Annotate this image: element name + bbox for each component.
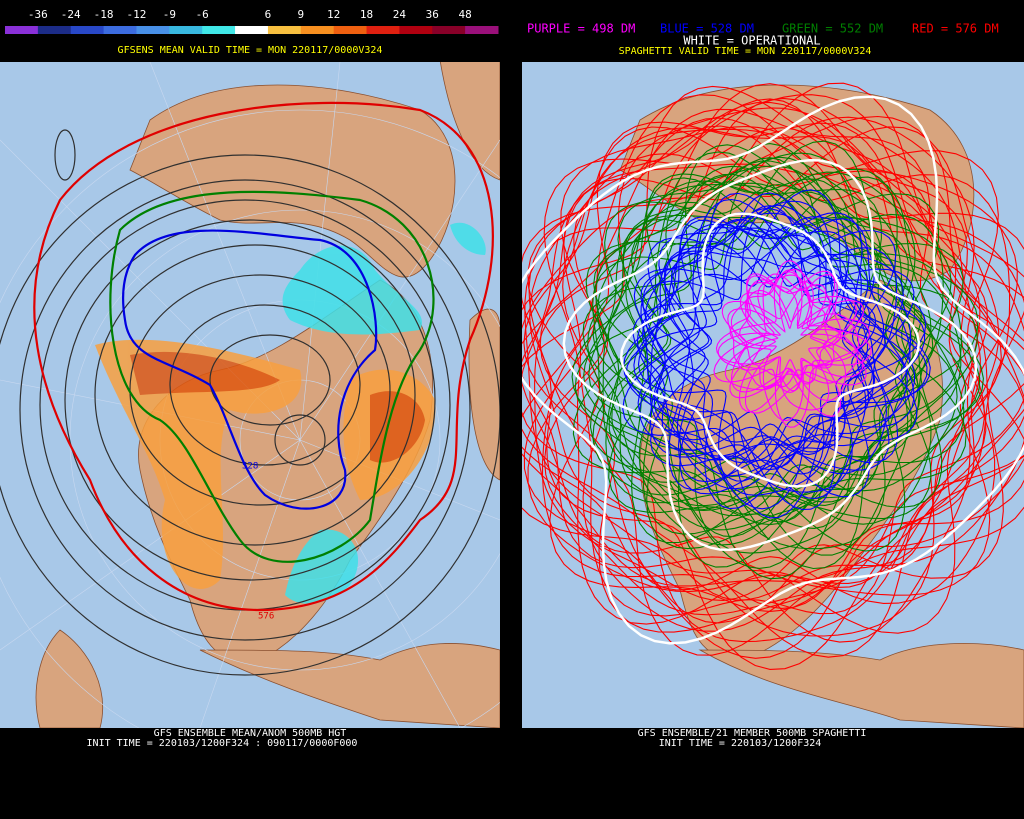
spaghetti [522, 82, 1024, 670]
spaghetti-line [522, 150, 999, 643]
valid-time: GFSENS MEAN VALID TIME = MON 220117/0000… [118, 45, 383, 56]
colorbar-swatch [5, 26, 39, 34]
spaghetti-line [582, 152, 932, 520]
spaghetti-line [522, 82, 981, 643]
colorbar-label: 12 [327, 8, 340, 21]
colorbar-label: -18 [94, 8, 114, 21]
contour-label: 576 [258, 612, 274, 622]
colorbar-swatch [70, 26, 105, 34]
spaghetti-line [527, 117, 1024, 632]
colorbar-label: -6 [196, 8, 209, 21]
footer-title: GFS ENSEMBLE MEAN/ANOM 500MB HGT [154, 728, 347, 739]
colorbar-swatch [432, 26, 466, 34]
operational-line [619, 212, 921, 488]
colorbar-label: 18 [360, 8, 373, 21]
colorbar-swatch [103, 26, 137, 34]
right-map [522, 62, 1024, 728]
anomaly-shading [95, 222, 486, 604]
spaghetti-line [730, 273, 864, 393]
spaghetti-line [653, 227, 931, 477]
spaghetti-line [637, 229, 897, 496]
contour-552 [109, 190, 435, 563]
colorbar-label: 48 [459, 8, 472, 21]
footer-init: INIT TIME = 220103/1200F324 : 090117/000… [87, 738, 358, 749]
height-contours [0, 129, 500, 676]
colorbar-label: -36 [28, 8, 48, 21]
colorbar-swatch [366, 26, 400, 34]
left-map: 576 528 [0, 62, 500, 728]
operational-label: WHITE = OPERATIONAL [683, 34, 820, 48]
colorbar-label: -9 [163, 8, 176, 21]
spaghetti-line [647, 229, 912, 483]
colorbar-swatch [267, 26, 302, 34]
contour-576 [33, 101, 494, 612]
colorbar-label: 24 [393, 8, 407, 21]
spaghetti-line [593, 173, 979, 546]
footer-title: GFS ENSEMBLE/21 MEMBER 500MB SPAGHETTI [638, 728, 867, 739]
spaghetti-line [522, 107, 1024, 587]
spaghetti-line [534, 85, 1004, 601]
spaghetti-line [522, 83, 996, 604]
colorbar-swatch [399, 26, 433, 34]
colorbar-label: 9 [297, 8, 304, 21]
colorbar-swatch [169, 26, 203, 34]
colorbar-swatch [136, 26, 170, 34]
spaghetti-line [595, 181, 944, 568]
contour-528 [121, 229, 378, 510]
colorbar-swatch [202, 26, 236, 34]
spaghetti-line [522, 94, 991, 596]
spaghetti-line [729, 279, 870, 399]
spaghetti-line [715, 260, 847, 402]
spaghetti-line [523, 94, 1024, 624]
contour-label: 528 [242, 462, 258, 472]
valid-time: SPAGHETTI VALID TIME = MON 220117/0000V3… [619, 46, 872, 57]
spaghetti-line [637, 198, 916, 482]
colorbar-label: -24 [61, 8, 81, 21]
colorbar-swatch [333, 26, 368, 34]
spaghetti-line [602, 144, 943, 517]
legend-entry: PURPLE = 498 DM [527, 22, 635, 36]
legend: PURPLE = 498 DM BLUE = 528 DM GREEN = 552 … [527, 22, 999, 36]
colorbar-swatch [235, 26, 269, 34]
colorbar: -36 -24 -18 -12 -9 -6 6 9 12 18 24 36 48 [5, 8, 499, 34]
spaghetti-line [524, 97, 981, 634]
spaghetti-line [739, 281, 865, 414]
colorbar-label: 36 [426, 8, 439, 21]
spaghetti-line [727, 268, 842, 417]
colorbar-label: 6 [265, 8, 272, 21]
colorbar-swatch [465, 26, 499, 34]
spaghetti-line [649, 192, 899, 464]
spaghetti-line [721, 270, 842, 411]
spaghetti-line [632, 200, 890, 471]
spaghetti-line [592, 156, 914, 552]
spaghetti-line [622, 192, 887, 475]
operational-line [562, 158, 978, 552]
legend-entry: BLUE = 528 DM [660, 22, 754, 36]
spaghetti-line [730, 274, 841, 428]
colorbar-swatch [300, 26, 335, 34]
footer-init: INIT TIME = 220103/1200F324 [659, 738, 822, 749]
spaghetti-line [717, 274, 867, 388]
spaghetti-line [588, 193, 940, 554]
legend-entry: GREEN = 552 DM [782, 22, 883, 36]
colorbar-swatch [37, 26, 72, 34]
spaghetti-line [543, 125, 1024, 616]
operational-line [522, 95, 1024, 645]
legend-entry: RED = 576 DM [912, 22, 999, 36]
spaghetti-line [642, 225, 898, 510]
colorbar-label: -12 [127, 8, 147, 21]
spaghetti-line [640, 219, 927, 490]
